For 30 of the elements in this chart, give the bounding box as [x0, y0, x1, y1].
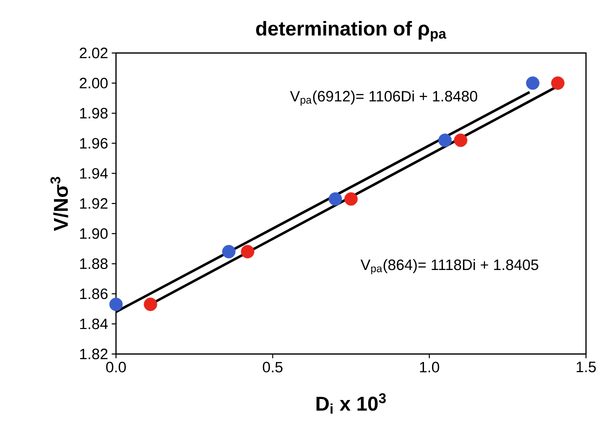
point	[526, 76, 540, 90]
x-axis-title: D$_{i}$ x 10$^{3}$	[316, 393, 386, 414]
y-tick-label: 1.96	[80, 138, 108, 149]
x-tick-label: 1.5	[576, 362, 596, 372]
y-tick-label: 1.84	[80, 318, 108, 330]
y-tick-label: 2.02	[80, 48, 108, 58]
point	[240, 244, 254, 258]
chart-title: determination of ρ$_{pa}$	[256, 20, 446, 42]
point	[328, 192, 342, 206]
y-tick-label: 1.88	[80, 258, 108, 269]
y-tick-label: 1.92	[80, 198, 108, 209]
point	[144, 298, 158, 312]
annotation: V$_{pa}$(6912)= 1106Di + 1.8480	[290, 90, 478, 106]
x-tick-label: 0.0	[106, 362, 126, 372]
x-tick-label: 1.0	[420, 362, 440, 372]
y-axis-title: V/Nσ$^{3}$	[50, 176, 68, 232]
y-tick-label: 2.00	[80, 78, 108, 88]
point	[109, 298, 123, 312]
point	[551, 76, 564, 90]
x-tick-label: 0.5	[262, 362, 282, 372]
point	[222, 244, 236, 258]
y-tick-label: 1.94	[80, 168, 108, 179]
y-tick-label: 1.98	[80, 108, 108, 118]
annotation: V$_{pa}$(864)= 1118Di + 1.8405	[360, 259, 538, 274]
y-tick-label: 1.90	[80, 228, 108, 239]
point	[344, 192, 358, 206]
point	[454, 134, 468, 147]
y-tick-label: 1.86	[80, 288, 108, 300]
point	[438, 134, 452, 147]
y-tick-label: 1.82	[80, 348, 108, 360]
